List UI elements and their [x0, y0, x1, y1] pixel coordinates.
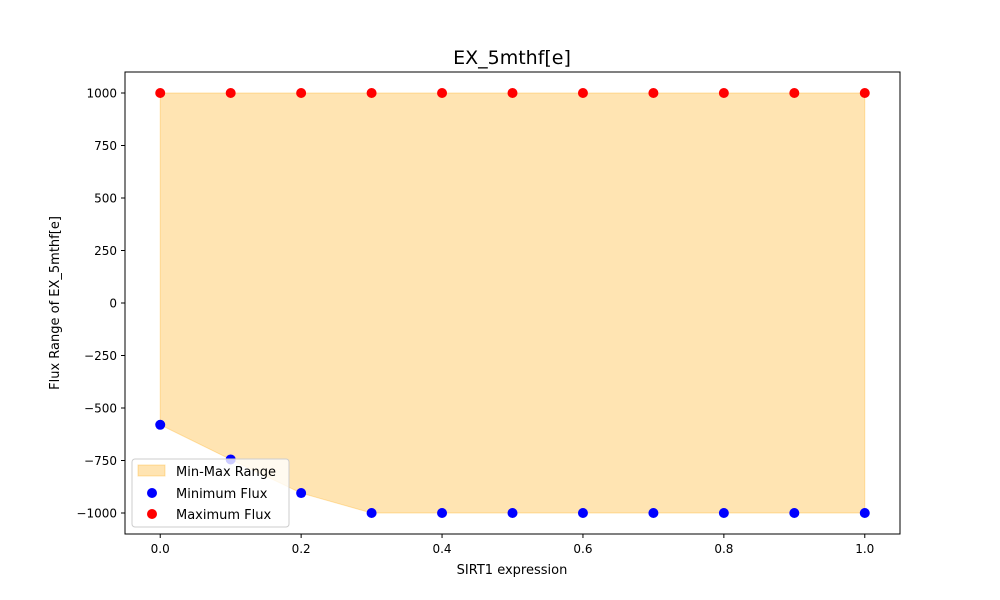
maximum-flux-point	[648, 88, 659, 98]
maximum-flux-point	[577, 88, 588, 98]
y-tick-label: 1000	[86, 87, 117, 101]
y-tick-label: 750	[94, 139, 117, 153]
x-tick-label: 1.0	[855, 542, 874, 556]
min-max-range-band	[159, 92, 866, 514]
y-axis-label: Flux Range of EX_5mthf[e]	[48, 216, 63, 390]
minimum-flux-point	[366, 508, 377, 518]
maximum-flux-point	[437, 88, 448, 98]
minimum-flux-point	[507, 508, 518, 518]
maximum-flux-point	[507, 88, 518, 98]
legend-marker-min	[147, 488, 157, 498]
minimum-flux-point	[718, 508, 729, 518]
chart-title: EX_5mthf[e]	[453, 47, 571, 69]
minimum-flux-point	[155, 419, 166, 430]
x-tick-label: 0.8	[714, 542, 733, 556]
x-tick-label: 0.6	[573, 542, 592, 556]
y-tick-label: 500	[94, 192, 117, 206]
plot-area	[155, 88, 870, 518]
minimum-flux-point	[859, 508, 870, 518]
maximum-flux-point	[789, 88, 800, 98]
axes: 0.0 0.2 0.4 0.6 0.8 1.0 1000 750 500 250 0 −250 −500…	[76, 87, 874, 557]
y-tick-label: 0	[109, 297, 117, 311]
maximum-flux-point	[155, 88, 166, 98]
legend-marker-max	[147, 509, 157, 519]
legend-box	[131, 458, 290, 528]
maximum-flux-point	[225, 88, 236, 98]
minimum-flux-point	[437, 508, 448, 518]
maximum-flux-point	[718, 88, 729, 98]
maximum-flux-point	[859, 88, 870, 98]
x-tick-label: 0.2	[292, 542, 311, 556]
y-tick-label: −500	[84, 402, 117, 416]
y-tick-label: −750	[84, 454, 117, 468]
legend-label-max: Maximum Flux	[176, 508, 272, 523]
x-tick-label: 0.0	[151, 542, 170, 556]
maximum-flux-point	[366, 88, 377, 98]
legend-label-range: Min-Max Range	[176, 465, 276, 480]
y-tick-label: −250	[84, 349, 117, 363]
y-tick-label: −1000	[76, 507, 117, 521]
maximum-flux-point	[296, 88, 307, 98]
minimum-flux-point	[577, 508, 588, 518]
x-tick-label: 0.4	[432, 542, 451, 556]
legend-swatch-range	[137, 464, 166, 477]
legend-label-min: Minimum Flux	[176, 487, 268, 502]
minimum-flux-point	[648, 508, 659, 518]
legend: Min-Max Range Minimum Flux Maximum Flux	[131, 458, 290, 528]
minimum-flux-point	[789, 508, 800, 518]
minimum-flux-point	[296, 488, 307, 499]
x-axis-label: SIRT1 expression	[457, 563, 568, 578]
y-tick-label: 250	[94, 244, 117, 258]
